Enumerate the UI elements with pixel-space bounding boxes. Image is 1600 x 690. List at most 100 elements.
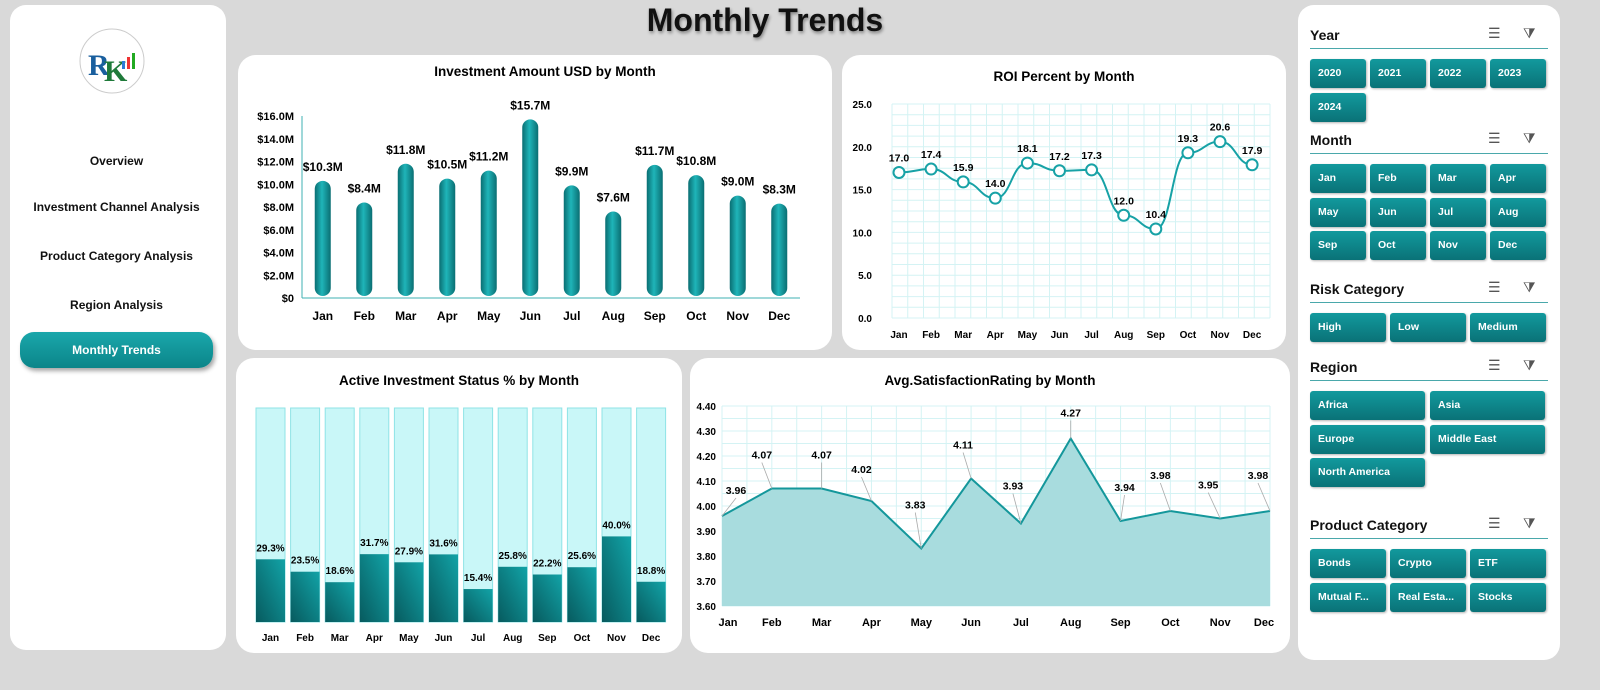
slicer-title: Month — [1310, 132, 1352, 148]
slicer-item[interactable]: Africa — [1310, 391, 1425, 420]
data-label: 17.2 — [1049, 151, 1070, 163]
data-point — [956, 175, 970, 189]
x-tick-label: Sep — [538, 633, 556, 644]
slicer-item[interactable]: 2020 — [1310, 59, 1366, 88]
x-tick-label: Apr — [862, 617, 882, 629]
slicer-item[interactable]: 2024 — [1310, 92, 1366, 122]
slicer-item[interactable]: Nov — [1430, 231, 1486, 260]
slicer-item[interactable]: Jun — [1370, 197, 1426, 227]
bar — [314, 180, 331, 296]
y-tick-label: 4.00 — [697, 502, 717, 513]
bar — [463, 589, 493, 622]
series-line — [721, 436, 1271, 551]
x-tick-label: Nov — [1211, 330, 1230, 341]
slicer-item[interactable]: Mar — [1430, 164, 1486, 193]
nav-item[interactable]: Product Category Analysis — [40, 249, 193, 263]
slicer-item[interactable]: Aug — [1490, 197, 1546, 227]
x-tick-label: Feb — [354, 309, 375, 323]
data-label: 17.3 — [1081, 150, 1102, 162]
data-label: $11.7M — [635, 144, 674, 158]
chart-title: Investment Amount USD by Month — [434, 64, 656, 79]
x-tick-label: Mar — [331, 633, 349, 644]
leader-line — [761, 462, 773, 489]
slicer-item[interactable]: Europe — [1310, 424, 1425, 454]
leader-line — [1159, 482, 1171, 512]
clear-filter-icon[interactable]: ⧩ — [1523, 25, 1536, 41]
bar — [290, 571, 320, 622]
data-point — [1053, 164, 1066, 178]
slicer-item[interactable]: Crypto — [1390, 549, 1466, 578]
slicer-title: Year — [1310, 27, 1340, 43]
multi-select-icon[interactable]: ☰ — [1488, 25, 1501, 41]
x-tick-label: Dec — [1243, 330, 1262, 341]
x-tick-label: Jun — [1051, 330, 1069, 341]
multi-select-icon[interactable]: ☰ — [1488, 515, 1501, 531]
data-point — [1085, 163, 1099, 177]
slicer-header: Region ☰ ⧩ — [1310, 357, 1548, 381]
slicer-item[interactable]: North America — [1310, 458, 1425, 487]
clear-filter-icon[interactable]: ⧩ — [1523, 130, 1536, 146]
data-label: 14.0 — [985, 178, 1006, 190]
nav-item[interactable]: Overview — [89, 154, 144, 168]
leader-line — [721, 497, 737, 517]
clear-filter-icon[interactable]: ⧩ — [1523, 279, 1536, 295]
slicer-item[interactable]: Jul — [1430, 197, 1486, 227]
chart-title: ROI Percent by Month — [993, 69, 1134, 84]
multi-select-icon[interactable]: ☰ — [1488, 279, 1501, 295]
nav-item[interactable]: Investment Channel Analysis — [33, 200, 200, 214]
y-tick-label: 3.70 — [697, 577, 717, 588]
y-tick-label: $10.0M — [257, 179, 294, 191]
data-label: 27.9% — [395, 546, 423, 557]
slicer-item[interactable]: 2022 — [1430, 59, 1486, 88]
slicer-item[interactable]: 2021 — [1370, 59, 1426, 88]
data-label: 19.3 — [1178, 133, 1199, 145]
slicer-item[interactable]: High — [1310, 313, 1386, 342]
nav-item[interactable]: Monthly Trends — [20, 332, 213, 368]
x-tick-label: Feb — [762, 617, 782, 629]
x-tick-label: May — [399, 633, 419, 644]
slicer-item[interactable]: Low — [1390, 313, 1466, 342]
x-tick-label: Aug — [503, 633, 522, 644]
multi-select-icon[interactable]: ☰ — [1488, 357, 1501, 373]
clear-filter-icon[interactable]: ⧩ — [1523, 357, 1536, 373]
leader-line — [962, 452, 972, 479]
x-tick-label: Jul — [1084, 330, 1099, 341]
slicer-item[interactable]: Sep — [1310, 231, 1366, 260]
slicer-item[interactable]: Stocks — [1470, 582, 1546, 612]
bar — [394, 562, 424, 622]
y-tick-label: $16.0M — [257, 111, 294, 123]
investment-amount-chart: Investment Amount USD by Month $0 $2.0M $4.… — [238, 55, 832, 350]
x-tick-label: Jan — [262, 633, 279, 644]
data-label: 3.83 — [905, 500, 926, 512]
y-tick-label: 4.30 — [697, 427, 717, 438]
bar — [688, 175, 705, 296]
slicer-item[interactable]: Feb — [1370, 164, 1426, 193]
slicer-item[interactable]: Bonds — [1310, 549, 1386, 578]
slicer-panel: Year ☰ ⧩ 2020 2021 2022 2023 2024 Month ☰ ⧩ Jan Feb M… — [1298, 5, 1560, 660]
slicer-item[interactable]: 2023 — [1490, 59, 1546, 88]
slicer-item[interactable]: ETF — [1470, 549, 1546, 578]
y-tick-label: 3.90 — [697, 527, 717, 538]
slicer-item[interactable]: Mutual F... — [1310, 582, 1386, 612]
slicer-item[interactable]: Real Esta... — [1390, 582, 1466, 612]
slicer-item[interactable]: Jan — [1310, 164, 1366, 193]
x-tick-label: Feb — [296, 633, 314, 644]
slicer-item[interactable]: Middle East — [1430, 424, 1545, 454]
x-tick-label: Sep — [644, 309, 666, 323]
slicer-item[interactable]: Asia — [1430, 391, 1545, 420]
slicer-item[interactable]: Dec — [1490, 231, 1546, 260]
data-label: $11.8M — [386, 143, 425, 157]
x-tick-label: Mar — [395, 309, 417, 323]
x-tick-label: Feb — [922, 330, 940, 341]
slicer-item[interactable]: Apr — [1490, 164, 1546, 193]
bar-background — [463, 407, 494, 623]
slicer-header: Year ☰ ⧩ — [1310, 25, 1548, 49]
slicer-item[interactable]: Oct — [1370, 231, 1426, 260]
data-point — [1245, 158, 1259, 172]
slicer-item[interactable]: Medium — [1470, 313, 1546, 342]
slicer-item[interactable]: May — [1310, 197, 1366, 227]
multi-select-icon[interactable]: ☰ — [1488, 130, 1501, 146]
clear-filter-icon[interactable]: ⧩ — [1523, 515, 1536, 531]
nav-item[interactable]: Region Analysis — [70, 298, 163, 312]
y-tick-label: 4.20 — [697, 452, 717, 463]
